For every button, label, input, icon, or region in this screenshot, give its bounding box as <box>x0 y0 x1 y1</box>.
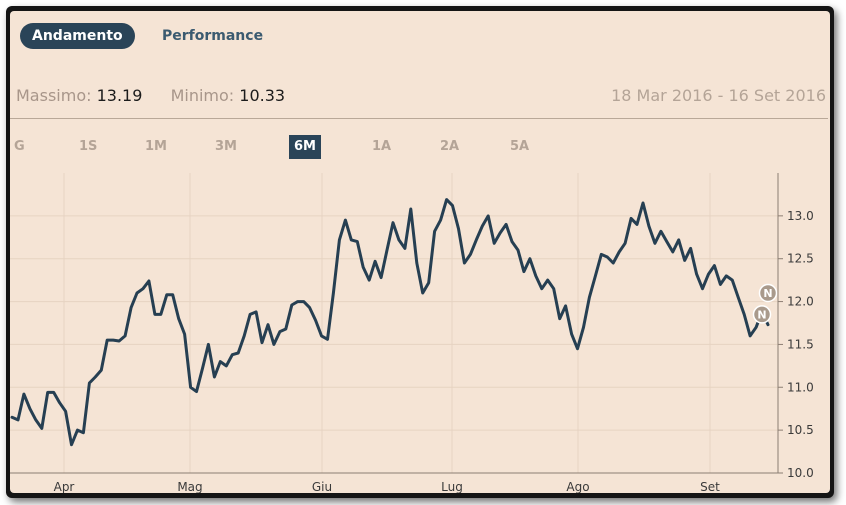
date-range: 18 Mar 2016 - 16 Set 2016 <box>611 86 826 105</box>
period-5a[interactable]: 5A <box>510 139 530 154</box>
x-tick-label: Lug <box>441 480 463 493</box>
x-tick-label: Mag <box>177 480 202 493</box>
y-tick-label: 10.0 <box>787 466 814 480</box>
period-6m[interactable]: 6M <box>289 135 321 159</box>
news-marker-dot <box>758 283 778 303</box>
period-2a[interactable]: 2A <box>440 139 460 154</box>
price-line-chart: 10.0 10.5 11.0 11.5 12.0 12.5 13.0 Apr Mag Giu Lu… <box>10 173 814 493</box>
chart-panel: Andamento Performance Massimo: 13.19 Min… <box>10 11 830 493</box>
period-1s[interactable]: 1S <box>79 139 98 154</box>
period-1m[interactable]: 1M <box>145 139 167 154</box>
max-value: 13.19 <box>96 86 143 105</box>
min-label: Minimo: <box>170 86 235 105</box>
period-1a[interactable]: 1A <box>372 139 392 154</box>
period-g[interactable]: G <box>14 139 25 154</box>
x-axis: Apr Mag Giu Lug Ago Set <box>54 480 721 493</box>
news-marker-dot <box>752 305 772 324</box>
news-marker-label: N <box>757 308 766 321</box>
news-marker[interactable]: N <box>752 305 772 324</box>
price-stats: Massimo: 13.19 Minimo: 10.33 <box>16 86 285 105</box>
x-tick-label: Ago <box>566 480 589 493</box>
period-3m[interactable]: 3M <box>215 139 237 154</box>
y-tick-label: 12.5 <box>787 252 814 266</box>
y-tick-label: 11.5 <box>787 337 814 351</box>
x-tick-label: Set <box>700 480 720 493</box>
news-marker[interactable]: N <box>758 283 778 303</box>
grid-lines <box>10 173 778 474</box>
divider <box>10 118 828 119</box>
tab-performance[interactable]: Performance <box>162 28 264 44</box>
marker-layer: NN <box>752 283 778 324</box>
y-tick-label: 12.0 <box>787 295 814 309</box>
max-label: Massimo: <box>16 86 92 105</box>
x-tick-label: Giu <box>312 480 332 493</box>
x-tick-label: Apr <box>54 480 75 493</box>
news-marker-label: N <box>763 287 772 300</box>
y-axis: 10.0 10.5 11.0 11.5 12.0 12.5 13.0 <box>10 173 814 480</box>
y-tick-label: 11.0 <box>787 380 814 394</box>
tab-andamento[interactable]: Andamento <box>20 23 135 49</box>
series-line <box>10 198 770 447</box>
y-tick-label: 10.5 <box>787 423 814 437</box>
y-tick-label: 13.0 <box>787 209 814 223</box>
series-layer <box>10 198 770 447</box>
min-value: 10.33 <box>239 86 286 105</box>
